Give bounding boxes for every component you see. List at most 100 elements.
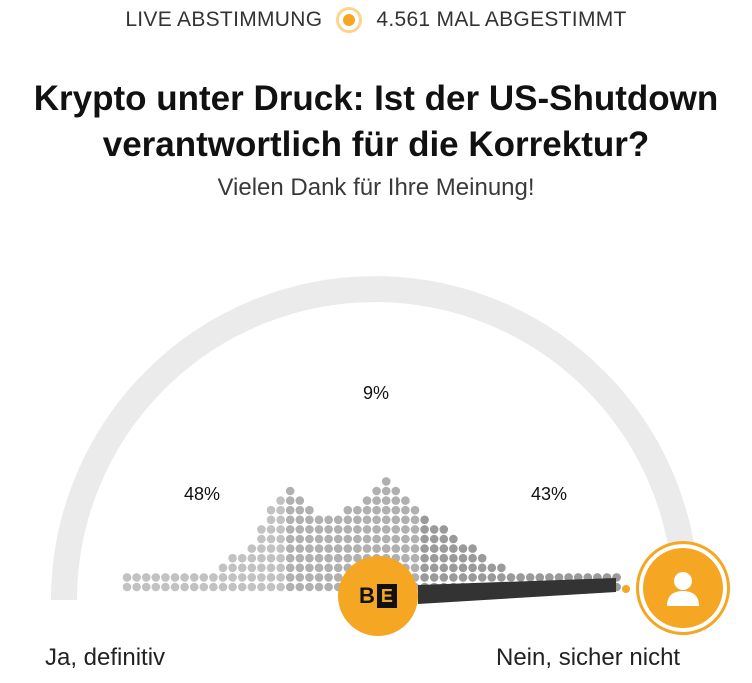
vote-dot [324, 515, 333, 525]
vote-dot [439, 553, 449, 563]
vote-dot [305, 544, 314, 553]
vote-dot [391, 505, 401, 515]
vote-dot [276, 544, 285, 553]
vote-dot [122, 582, 132, 592]
vote-dot [468, 573, 477, 582]
vote-dot [372, 505, 381, 515]
poll-subtitle: Vielen Dank für Ihre Meinung! [217, 174, 535, 201]
vote-dot [401, 505, 410, 515]
result-yes-percent: 48% [184, 484, 221, 504]
vote-dot [391, 515, 401, 525]
vote-dot [420, 534, 429, 544]
vote-dot [141, 582, 151, 592]
vote-dot [381, 505, 391, 515]
vote-dot [237, 553, 247, 563]
vote-dot [545, 573, 554, 582]
vote-dot [305, 534, 314, 544]
vote-dot [295, 496, 305, 505]
vote-dot [285, 573, 295, 582]
vote-dot [228, 582, 237, 592]
vote-dot [391, 544, 401, 553]
vote-dot [247, 563, 257, 573]
vote-dot [276, 496, 285, 505]
vote-dot [420, 525, 429, 534]
vote-dot [266, 582, 276, 592]
vote-dot [285, 534, 295, 544]
vote-dot [391, 486, 401, 496]
vote-dot [372, 515, 381, 525]
vote-dot [305, 525, 314, 534]
vote-dot [381, 544, 391, 553]
vote-dot [247, 553, 257, 563]
vote-dot [247, 573, 257, 582]
user-icon [667, 572, 699, 606]
vote-dot [381, 525, 391, 534]
brand-badge: B E [338, 556, 418, 636]
vote-dot [477, 573, 487, 582]
vote-dot [439, 544, 449, 553]
vote-dot [391, 496, 401, 505]
vote-dot [324, 563, 333, 573]
vote-dot [285, 525, 295, 534]
vote-dot [295, 534, 305, 544]
vote-dot [401, 544, 410, 553]
vote-dot [362, 534, 372, 544]
vote-dot [516, 573, 525, 582]
vote-dot [401, 553, 410, 563]
vote-dot [449, 573, 458, 582]
vote-dot [314, 573, 324, 582]
vote-dot [305, 573, 314, 582]
vote-dot [276, 515, 285, 525]
vote-dot [324, 553, 333, 563]
vote-dot [324, 525, 333, 534]
vote-dot [151, 582, 161, 592]
vote-dot [410, 553, 420, 563]
gauge-arc [51, 276, 699, 601]
vote-dot [381, 486, 391, 496]
user-avatar-button[interactable] [636, 541, 730, 635]
vote-dot [362, 496, 372, 505]
scale-left-label: Ja, definitiv [45, 644, 166, 671]
vote-dot [401, 534, 410, 544]
vote-dot [237, 582, 247, 592]
vote-dot [458, 573, 468, 582]
vote-dot [295, 582, 305, 592]
vote-dot [295, 515, 305, 525]
vote-dot [410, 534, 420, 544]
vote-dot [218, 573, 228, 582]
vote-dot [257, 534, 266, 544]
vote-dot [497, 573, 506, 582]
vote-dot [372, 525, 381, 534]
vote-dot [401, 525, 410, 534]
vote-dot [141, 573, 151, 582]
needle-tip [622, 585, 630, 593]
vote-dot [189, 582, 199, 592]
needle [418, 578, 616, 604]
vote-dot [266, 534, 276, 544]
vote-dot [151, 573, 161, 582]
vote-dot [372, 496, 381, 505]
live-indicator-icon [336, 7, 363, 33]
vote-dot [305, 515, 314, 525]
vote-dot [420, 515, 429, 525]
vote-dot [257, 573, 266, 582]
vote-dot [410, 505, 420, 515]
vote-dot [161, 582, 170, 592]
vote-dot [324, 573, 333, 582]
vote-dot [487, 573, 497, 582]
vote-dot [362, 544, 372, 553]
vote-dot [295, 544, 305, 553]
vote-dot [439, 563, 449, 573]
vote-dot [333, 544, 343, 553]
vote-dot [554, 573, 564, 582]
vote-dot [285, 553, 295, 563]
result-no-percent: 43% [531, 484, 568, 504]
vote-dot [266, 563, 276, 573]
vote-dot [170, 573, 180, 582]
vote-dot [420, 573, 429, 582]
vote-dot [353, 544, 362, 553]
vote-dot [449, 544, 458, 553]
vote-dot [257, 563, 266, 573]
vote-dot [429, 525, 439, 534]
vote-dot [439, 573, 449, 582]
